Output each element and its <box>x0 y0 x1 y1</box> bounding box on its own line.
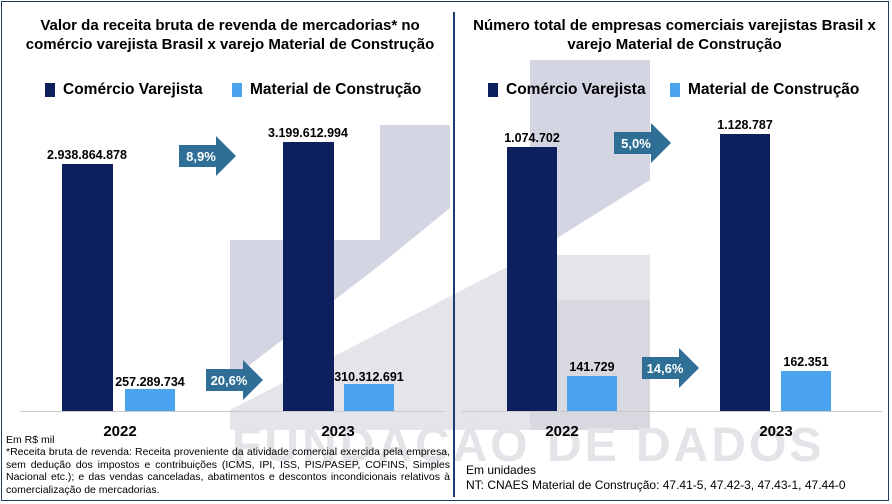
right-year-2022: 2022 <box>545 423 579 440</box>
bar-material-valor-2023 <box>344 384 394 411</box>
legend-swatch-material-right <box>670 83 680 97</box>
right-legend-varejo: Comércio Varejista <box>488 81 646 99</box>
legend-label-material-right: Material de Construção <box>688 81 860 98</box>
bar-varejo-valor-2023 <box>283 142 334 411</box>
panel-divider <box>453 12 455 497</box>
right-chart-title-line2: varejo Material de Construção <box>567 36 782 53</box>
bar-material-empresas-2023 <box>781 371 831 411</box>
left-legend-varejo: Comércio Varejista <box>45 81 203 99</box>
right-chart-title-line1: Número total de empresas comerciais vare… <box>473 17 876 34</box>
growth-varejo-empresas: 5,0% <box>621 136 651 151</box>
legend-swatch-material <box>232 83 242 97</box>
growth-material-valor: 20,6% <box>210 373 248 388</box>
label-varejo-valor-2023: 3.199.612.994 <box>268 126 348 140</box>
footnote-receita: *Receita bruta de revenda: Receita prove… <box>6 446 450 496</box>
right-legend-material: Material de Construção <box>670 81 859 99</box>
watermark-text: FUNDAÇÃO DE DADOS <box>232 419 825 472</box>
growth-material-empresas: 14,6% <box>646 361 684 376</box>
label-varejo-valor-2022: 2.938.864.878 <box>47 148 127 162</box>
arrow-growth-varejo-empresas <box>614 123 671 163</box>
left-year-2022: 2022 <box>103 423 137 440</box>
unit-note-left: Em R$ mil <box>6 434 55 446</box>
growth-varejo-valor: 8,9% <box>186 149 216 164</box>
unit-note-right: Em unidades <box>466 463 537 477</box>
bar-varejo-valor-2022 <box>62 164 113 411</box>
footnote-cnaes: NT: CNAES Material de Construção: 47.41-… <box>466 478 846 492</box>
legend-swatch-varejo <box>45 83 55 97</box>
right-baseline <box>462 411 882 412</box>
right-year-2023: 2023 <box>759 423 793 440</box>
left-chart-title-line2: comércio varejista Brasil x varejo Mater… <box>25 36 435 53</box>
arrow-growth-varejo-valor <box>179 136 236 176</box>
legend-label-material: Material de Construção <box>250 81 422 98</box>
label-varejo-empresas-2022: 1.074.702 <box>504 131 560 145</box>
label-varejo-empresas-2023: 1.128.787 <box>717 118 773 132</box>
left-year-2023: 2023 <box>321 423 355 440</box>
bar-varejo-empresas-2022 <box>507 147 557 411</box>
left-baseline <box>20 411 445 412</box>
label-material-valor-2022: 257.289.734 <box>115 375 185 389</box>
bar-varejo-empresas-2023 <box>720 134 770 411</box>
arrow-growth-material-valor <box>206 360 263 400</box>
arrow-growth-material-empresas <box>642 348 699 388</box>
bar-material-valor-2022 <box>125 389 175 411</box>
legend-swatch-varejo-right <box>488 83 498 97</box>
left-chart-title-line1: Valor da receita bruta de revenda de mer… <box>40 17 420 34</box>
label-material-valor-2023: 310.312.691 <box>334 370 404 384</box>
label-material-empresas-2022: 141.729 <box>569 360 615 374</box>
left-legend-material: Material de Construção <box>232 81 421 99</box>
label-material-empresas-2023: 162.351 <box>783 355 829 369</box>
legend-label-varejo-right: Comércio Varejista <box>506 81 646 98</box>
legend-label-varejo: Comércio Varejista <box>63 81 203 98</box>
bar-material-empresas-2022 <box>567 376 617 411</box>
